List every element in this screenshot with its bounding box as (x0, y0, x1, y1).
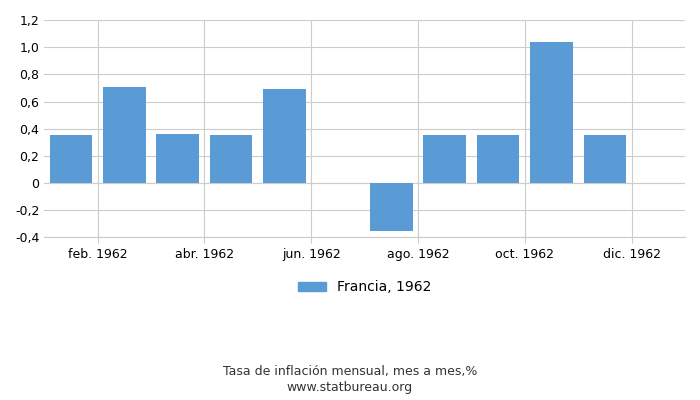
Bar (424, 136, 466, 183)
Bar (584, 136, 626, 183)
Bar (210, 136, 253, 183)
Text: Tasa de inflación mensual, mes a mes,%: Tasa de inflación mensual, mes a mes,% (223, 366, 477, 378)
Legend: Francia, 1962: Francia, 1962 (293, 275, 437, 300)
Bar (530, 42, 573, 183)
Bar (263, 89, 306, 183)
Bar (156, 134, 199, 183)
Bar (50, 136, 92, 183)
Bar (477, 136, 519, 183)
Bar (370, 183, 413, 230)
Text: www.statbureau.org: www.statbureau.org (287, 382, 413, 394)
Bar (103, 86, 146, 183)
